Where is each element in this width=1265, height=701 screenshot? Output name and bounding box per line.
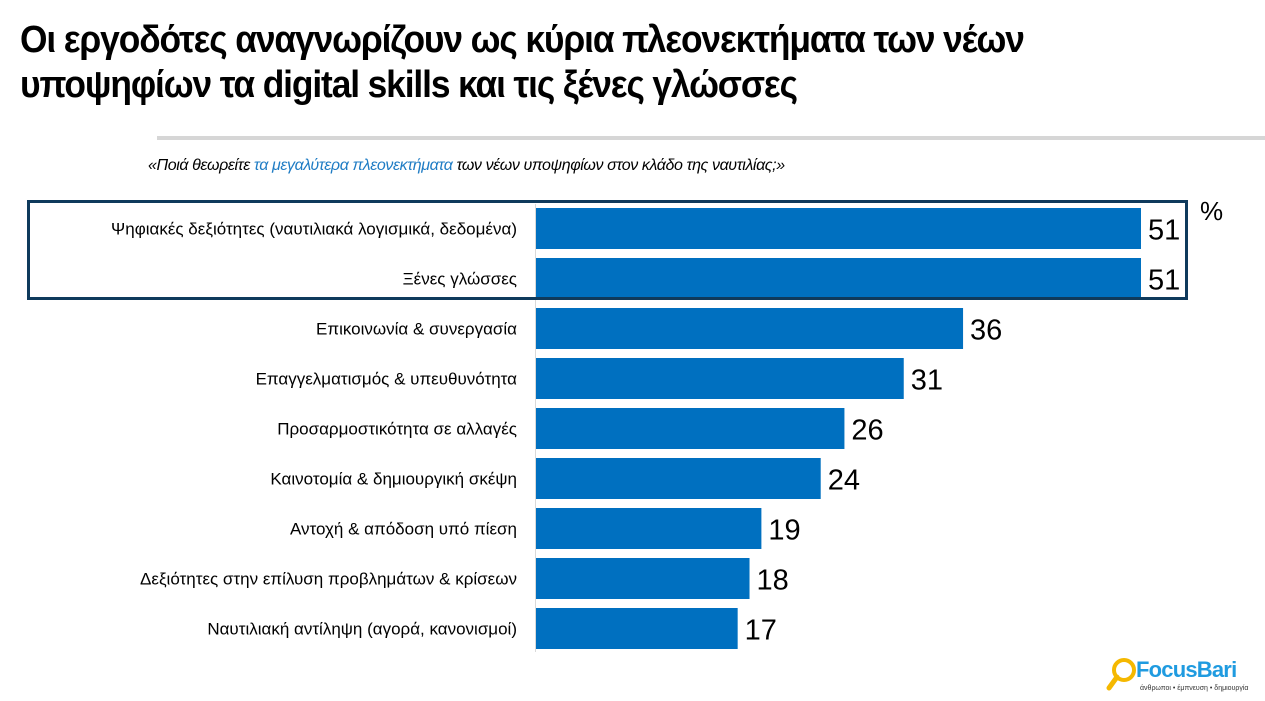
logo-brand: FocusBari — [1136, 657, 1237, 682]
value-label: 19 — [768, 515, 800, 547]
value-label: 24 — [828, 465, 860, 497]
magnifier-icon — [1106, 658, 1136, 691]
bar — [536, 258, 1141, 299]
category-label: Επαγγελματισμός & υπευθυνότητα — [256, 370, 518, 389]
value-label: 17 — [745, 615, 777, 647]
value-label: 18 — [757, 565, 789, 597]
category-label: Δεξιότητες στην επίλυση προβλημάτων & κρ… — [140, 570, 517, 589]
category-label: Επικοινωνία & συνεργασία — [316, 320, 517, 339]
bar — [536, 458, 821, 499]
value-label: 26 — [851, 415, 883, 447]
value-label: 51 — [1148, 215, 1180, 247]
category-label: Ψηφιακές δεξιότητες (ναυτιλιακά λογισμικ… — [111, 220, 517, 239]
bar — [536, 208, 1141, 249]
value-label: 51 — [1148, 265, 1180, 297]
title-divider — [157, 136, 1265, 140]
question-prefix: «Ποιά θεωρείτε — [148, 157, 254, 174]
category-label: Αντοχή & απόδοση υπό πίεση — [290, 520, 517, 539]
bar — [536, 358, 904, 399]
title-line-1: Οι εργοδότες αναγνωρίζουν ως κύρια πλεον… — [20, 19, 1025, 61]
question-highlight: τα μεγαλύτερα πλεονεκτήματα — [253, 157, 453, 174]
category-label: Προσαρμοστικότητα σε αλλαγές — [277, 420, 517, 439]
question-suffix: των νέων υποψηφίων στον κλάδο της ναυτιλ… — [452, 157, 786, 174]
bar — [536, 558, 750, 599]
category-label: Ναυτιλιακή αντίληψη (αγορά, κανονισμοί) — [207, 620, 517, 639]
highlight-box-top-two — [27, 200, 1188, 300]
bar — [536, 308, 964, 349]
bar — [536, 508, 762, 549]
bar — [536, 408, 845, 449]
unit-label: % — [1200, 196, 1224, 226]
page-title: Οι εργοδότες αναγνωρίζουν ως κύρια πλεον… — [20, 18, 1164, 108]
focusbari-logo: FocusBari άνθρωποι • έμπνευση • δημιουργ… — [1106, 655, 1256, 695]
bar — [536, 608, 738, 649]
value-label: 31 — [911, 365, 943, 397]
category-label: Καινοτομία & δημιουργική σκέψη — [270, 470, 517, 489]
logo-tagline: άνθρωποι • έμπνευση • δημιουργία — [1140, 685, 1249, 692]
survey-question: «Ποιά θεωρείτε τα μεγαλύτερα πλεονεκτήμα… — [148, 157, 785, 175]
category-label: Ξένες γλώσσες — [403, 270, 517, 289]
title-line-2: υποψηφίων τα digital skills και τις ξένε… — [20, 64, 798, 106]
value-label: 36 — [970, 315, 1002, 347]
category-axis-line — [535, 204, 536, 652]
